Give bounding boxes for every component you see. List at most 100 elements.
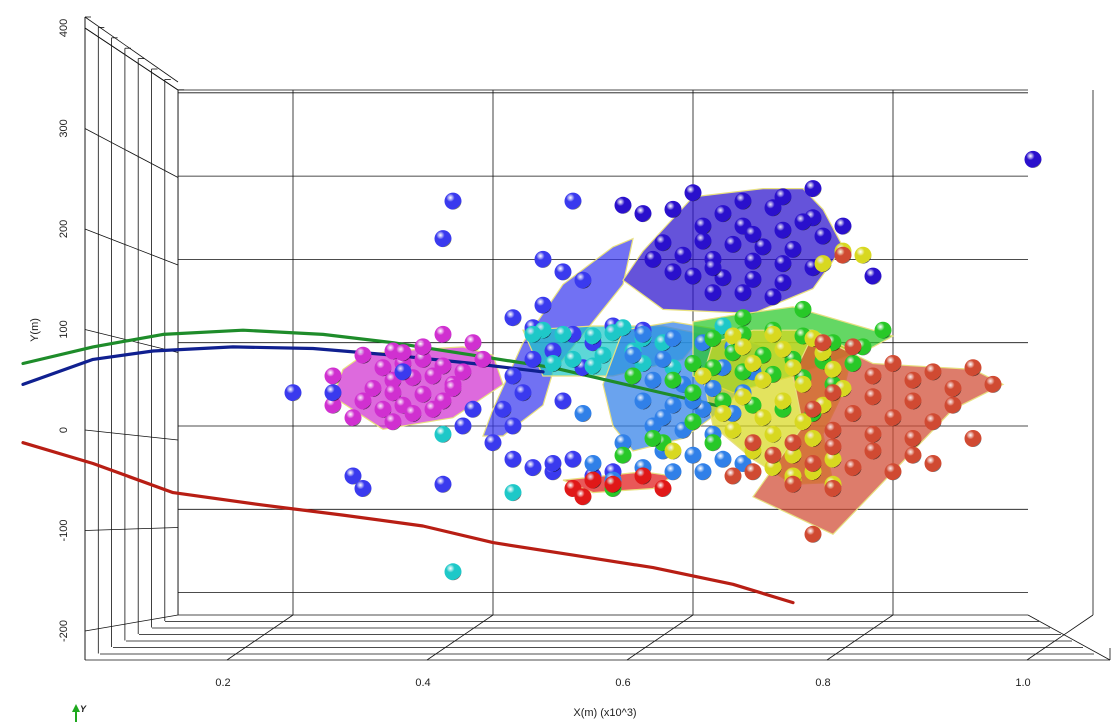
data-point xyxy=(924,363,942,381)
data-point xyxy=(324,367,342,385)
data-point xyxy=(774,392,792,410)
data-point xyxy=(744,355,762,372)
data-point xyxy=(504,484,522,502)
data-point xyxy=(624,346,642,364)
data-point xyxy=(324,396,342,414)
data-point xyxy=(774,188,792,206)
data-point xyxy=(1024,150,1042,168)
data-point xyxy=(904,392,922,410)
data-point xyxy=(774,221,792,239)
y-tick-label: 200 xyxy=(58,220,70,238)
data-point xyxy=(704,380,722,397)
data-point xyxy=(694,367,712,385)
data-point xyxy=(704,284,722,302)
data-point xyxy=(764,425,782,443)
data-point xyxy=(374,400,392,418)
x-tick-label: 0.6 xyxy=(615,677,630,689)
data-point xyxy=(434,230,452,248)
data-point xyxy=(694,463,712,481)
data-point xyxy=(344,467,362,485)
data-point xyxy=(384,384,402,402)
data-point xyxy=(664,330,682,347)
y-tick-label: -100 xyxy=(58,519,70,541)
y-tick-label: 300 xyxy=(58,119,70,137)
data-point xyxy=(794,375,812,393)
data-point xyxy=(884,463,902,481)
data-point xyxy=(664,442,682,460)
data-point xyxy=(494,400,512,418)
y-axis-indicator-icon: Y xyxy=(72,704,87,722)
left-wall-top-edge xyxy=(84,16,179,83)
data-point xyxy=(784,359,802,377)
data-point xyxy=(744,252,762,270)
axis-indicator-label: Y xyxy=(80,704,87,714)
data-point xyxy=(804,455,822,472)
data-point xyxy=(784,434,802,452)
data-point xyxy=(644,250,662,268)
data-point xyxy=(544,455,562,472)
data-point xyxy=(394,363,412,381)
data-point xyxy=(634,467,652,485)
data-point xyxy=(904,430,922,447)
data-point xyxy=(744,434,762,452)
well-paths xyxy=(21,328,795,605)
data-point xyxy=(654,480,672,497)
data-point xyxy=(554,325,572,343)
y-tick-label: 0 xyxy=(58,427,70,433)
data-point xyxy=(434,325,452,343)
data-point xyxy=(454,363,472,381)
data-point xyxy=(654,409,672,427)
data-point xyxy=(444,380,462,397)
data-point xyxy=(684,413,702,431)
left-wall-diagonal xyxy=(84,228,179,266)
floor-depth-line xyxy=(426,614,494,661)
data-point xyxy=(434,425,452,443)
floor-depth-line xyxy=(226,614,294,661)
data-point xyxy=(624,367,642,385)
data-point xyxy=(584,471,602,489)
data-point xyxy=(544,355,562,372)
data-point xyxy=(944,380,962,397)
floor-right-edge xyxy=(1027,614,1111,661)
data-point xyxy=(464,400,482,418)
y-tick-label: 100 xyxy=(58,320,70,338)
data-point xyxy=(594,346,612,364)
data-point xyxy=(564,192,582,210)
data-point xyxy=(864,442,882,460)
data-point xyxy=(844,338,862,356)
data-point xyxy=(354,346,372,364)
data-point xyxy=(684,355,702,372)
x-axis-label: X(m) (x10^3) xyxy=(573,707,636,719)
data-point xyxy=(714,450,732,468)
data-point xyxy=(474,350,492,368)
data-point xyxy=(724,235,742,253)
data-point xyxy=(744,225,762,243)
data-point xyxy=(504,367,522,385)
data-point xyxy=(824,450,842,468)
data-point xyxy=(684,384,702,402)
data-point xyxy=(704,259,722,277)
data-point xyxy=(774,340,792,358)
floor-depth-line xyxy=(626,614,694,661)
data-point xyxy=(444,192,462,210)
data-point xyxy=(654,350,672,368)
floor-depth-line xyxy=(1026,614,1094,661)
data-point xyxy=(284,384,302,402)
data-point xyxy=(734,338,752,356)
data-point xyxy=(394,344,412,362)
data-point xyxy=(684,267,702,285)
floor-depth-line xyxy=(826,614,894,661)
data-point xyxy=(714,205,732,223)
data-point xyxy=(864,367,882,385)
data-point xyxy=(674,246,692,264)
data-point xyxy=(484,434,502,452)
data-point xyxy=(564,350,582,368)
data-point xyxy=(834,246,852,264)
data-point xyxy=(884,409,902,427)
data-point xyxy=(614,434,632,452)
data-point xyxy=(504,417,522,435)
data-point xyxy=(634,392,652,410)
left-wall-diagonal xyxy=(84,27,179,91)
data-point xyxy=(524,350,542,368)
data-point xyxy=(584,327,602,345)
